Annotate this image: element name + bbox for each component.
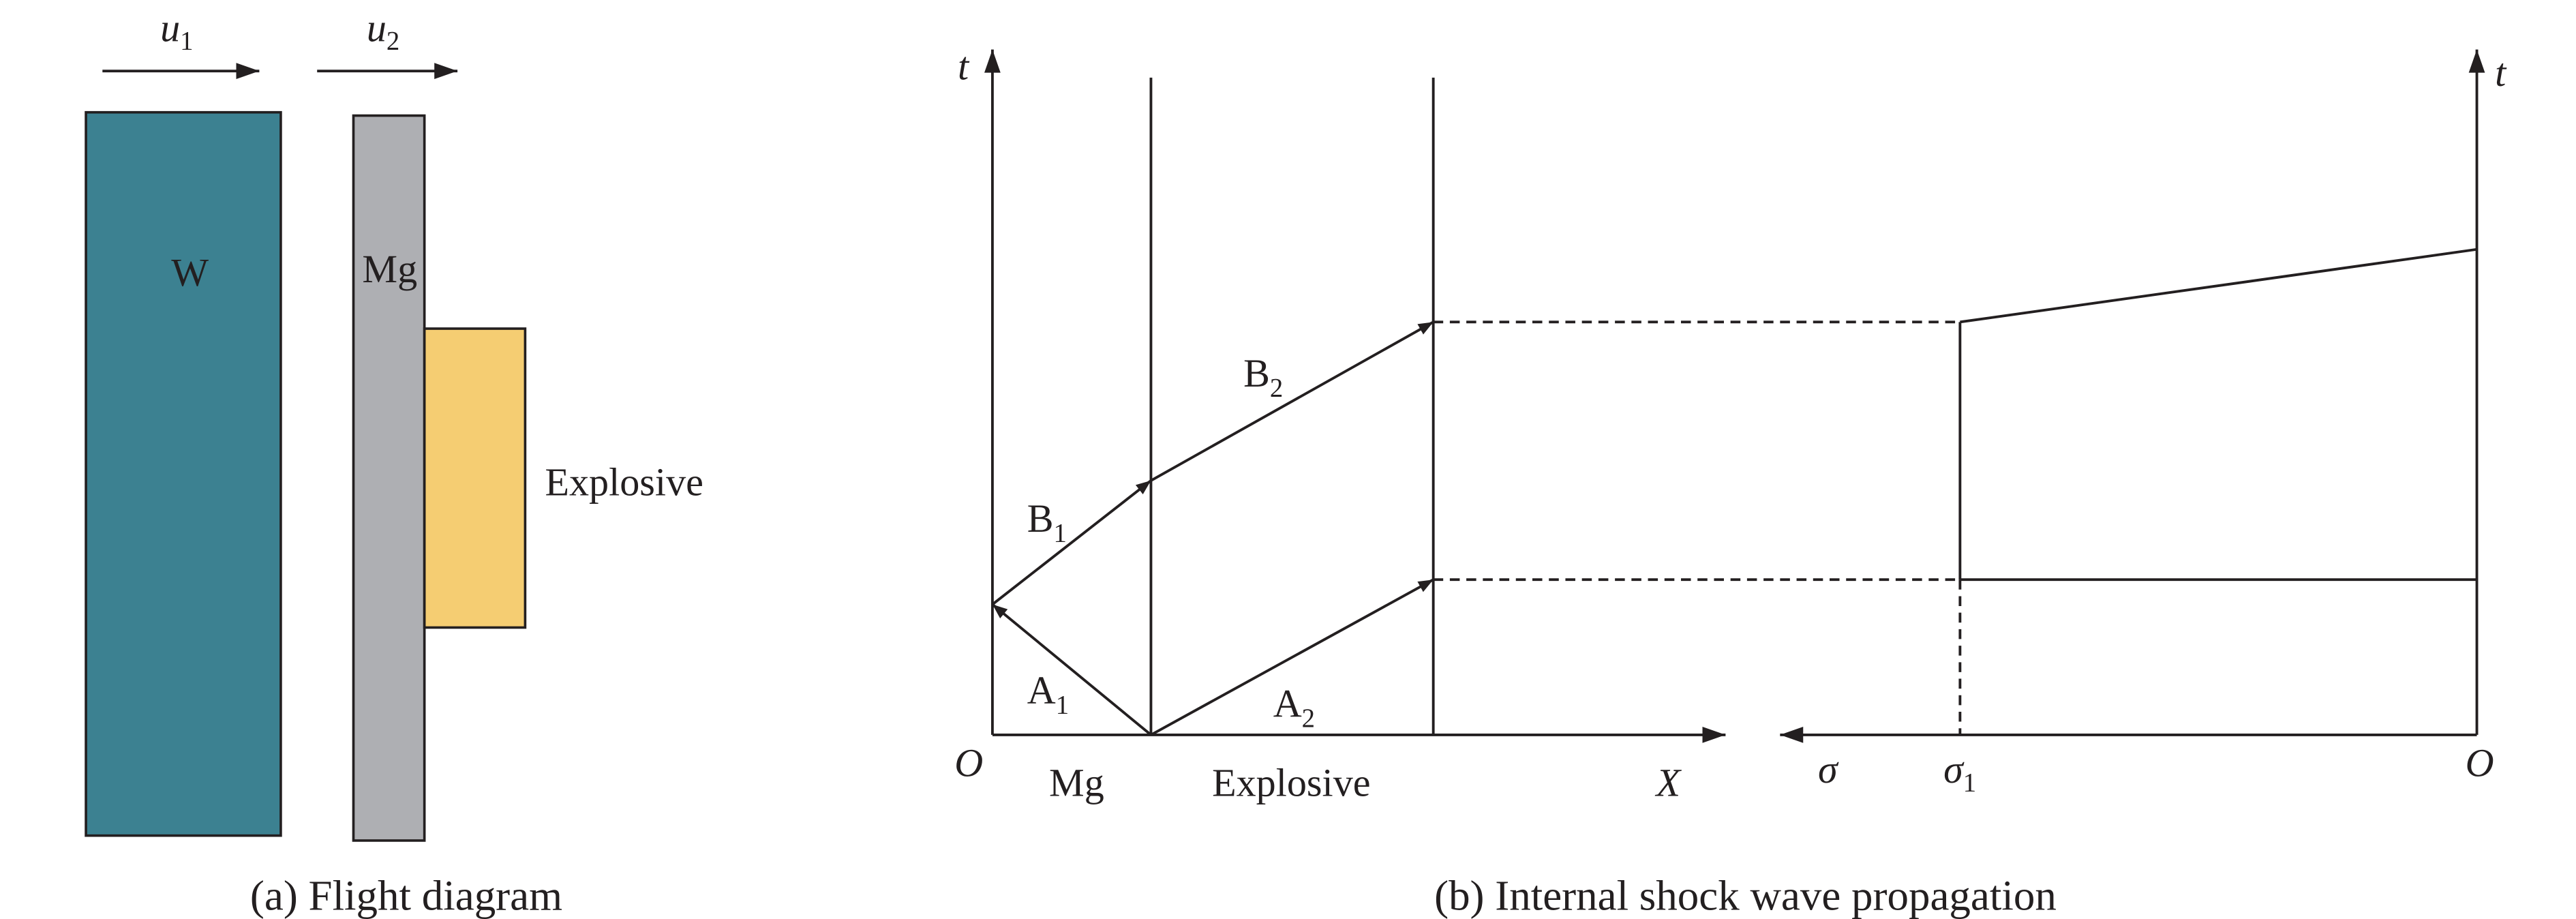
w-label: W (171, 250, 209, 295)
wave-arrow (1150, 320, 1434, 482)
explosive-label: Explosive (545, 460, 703, 504)
caption: (b) Internal shock wave propagation (1434, 872, 2057, 919)
mg-block (352, 114, 426, 842)
wave-label: B1 (1027, 496, 1067, 548)
caption: (a) Flight diagram (250, 872, 562, 919)
velocity-label: u1 (160, 6, 193, 56)
symbol: σ (1943, 747, 1965, 792)
explosive-block (423, 327, 527, 629)
region-label: Mg (1049, 761, 1104, 805)
mg-label: Mg (362, 247, 417, 291)
wave-label: A2 (1273, 681, 1315, 733)
axis-label: O (954, 740, 983, 785)
wave-label: B2 (1243, 351, 1283, 403)
symbol: A (1273, 681, 1302, 725)
region-label: Explosive (1212, 761, 1370, 805)
subscript: 1 (180, 27, 193, 56)
axis-label: X (1655, 761, 1682, 805)
subscript: 2 (1270, 373, 1283, 402)
wave-arrow (991, 603, 1152, 736)
subscript: 2 (387, 27, 399, 56)
wave-label: A1 (1027, 668, 1069, 720)
axis-label: t (2495, 50, 2507, 95)
symbol: u (160, 6, 180, 50)
subscript: 1 (1056, 690, 1069, 719)
velocity-label: u2 (367, 6, 399, 56)
subscript: 2 (1302, 704, 1315, 733)
symbol: u (367, 6, 387, 50)
wave-arrow (1150, 578, 1434, 736)
symbol: A (1027, 668, 1056, 712)
subscript: 1 (1054, 519, 1067, 548)
symbol: B (1243, 351, 1270, 395)
axis-label: σ1 (1943, 747, 1976, 797)
axis-label: t (958, 44, 970, 88)
axis-label: σ (1818, 747, 1839, 792)
w-block (85, 110, 282, 837)
wave-arrow (991, 479, 1152, 606)
subscript: 1 (1963, 768, 1976, 797)
axis-label: O (2466, 740, 2494, 785)
stress-line (1960, 247, 2477, 324)
symbol: B (1027, 496, 1054, 541)
